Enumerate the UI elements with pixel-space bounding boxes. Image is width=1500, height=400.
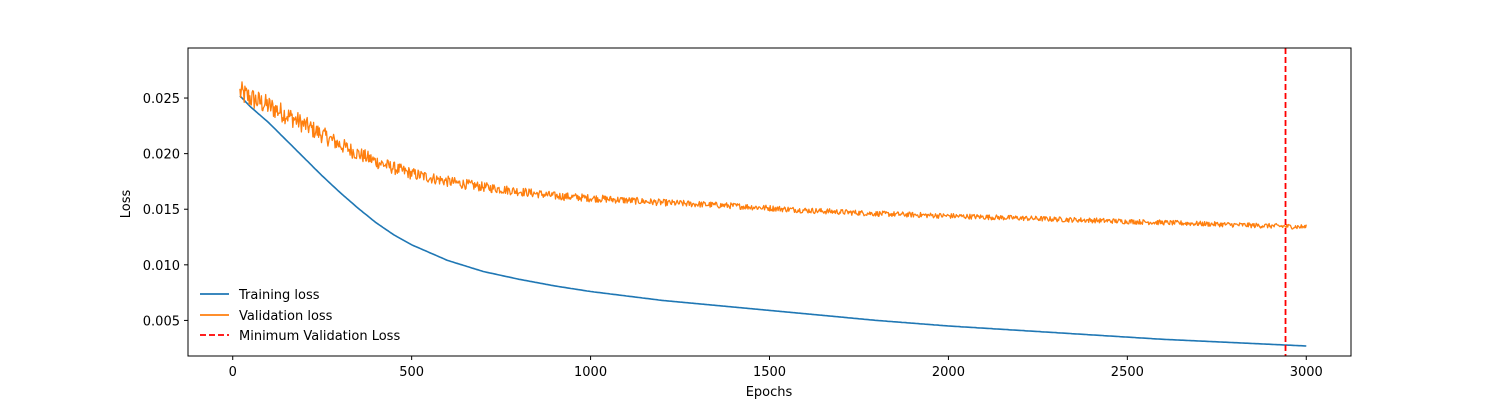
training-loss-line [239,95,1307,347]
y-axis: 0.005 0.010 0.015 0.020 0.025 [143,92,188,329]
x-tick-label: 0 [229,365,237,380]
x-axis-label: Epochs [746,385,793,400]
y-tick-label: 0.020 [143,148,180,163]
x-tick-label: 3000 [1290,365,1323,380]
x-axis: 0 500 1000 1500 2000 2500 3000 [229,356,1323,380]
legend-label-training: Training loss [238,288,320,303]
x-tick-label: 1500 [753,365,786,380]
x-tick-label: 2500 [1111,365,1144,380]
y-tick-label: 0.025 [143,92,180,107]
plot-area [239,48,1307,356]
y-axis-label: Loss [119,190,134,219]
legend-label-validation: Validation loss [239,309,333,324]
validation-loss-line [239,81,1307,230]
y-tick-label: 0.010 [143,259,180,274]
y-tick-label: 0.015 [143,203,180,218]
x-tick-label: 2000 [932,365,965,380]
y-tick-label: 0.005 [143,314,180,329]
legend-label-min-val: Minimum Validation Loss [239,329,400,344]
x-tick-label: 500 [399,365,424,380]
legend: Training loss Validation loss Minimum Va… [200,288,400,344]
x-tick-label: 1000 [574,365,607,380]
